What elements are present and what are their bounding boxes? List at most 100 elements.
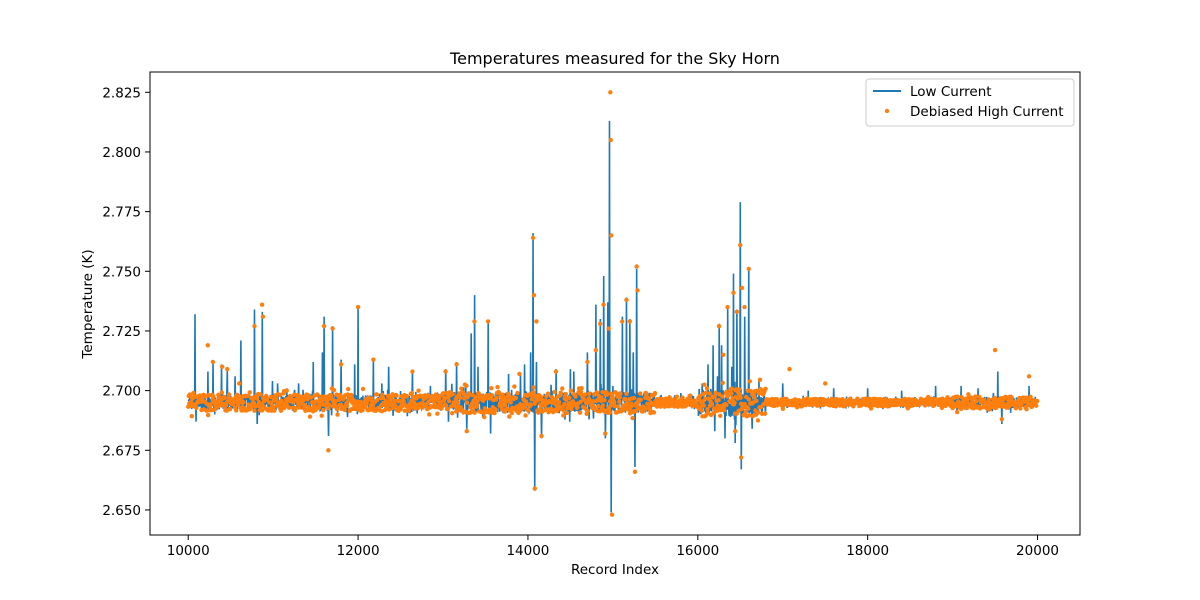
scatter-point — [482, 414, 487, 420]
scatter-point — [409, 391, 415, 396]
scatter-point — [561, 408, 566, 413]
scatter-point — [474, 402, 480, 408]
y-tick-label: 2.825 — [102, 85, 141, 101]
scatter-point — [459, 386, 464, 391]
scatter-point — [621, 407, 627, 412]
scatter-point — [539, 433, 544, 439]
scatter-point — [746, 406, 751, 411]
legend-swatch-debiased-high-current — [884, 108, 890, 114]
scatter-point — [608, 233, 614, 238]
scatter-point — [557, 399, 562, 405]
scatter-point — [259, 302, 265, 307]
scatter-point — [716, 397, 721, 403]
scatter-point — [472, 319, 477, 324]
scatter-point — [651, 410, 657, 415]
scatter-point — [552, 389, 557, 395]
scatter-point — [1033, 403, 1039, 408]
scatter-point — [638, 391, 643, 396]
axes-frame — [149, 71, 1081, 536]
legend-label-debiased-high-current: Debiased High Current — [910, 104, 1064, 120]
scatter-point — [593, 347, 599, 353]
scatter-point — [297, 405, 302, 410]
y-axis: 2.650 2.675 2.700 2.725 2.750 2.775 2.800 2.825 — [102, 85, 150, 519]
scatter-point — [558, 390, 563, 395]
scatter-point — [307, 414, 313, 419]
x-tick-label: 16000 — [676, 543, 719, 559]
scatter-point — [618, 391, 623, 396]
scatter-point — [743, 409, 748, 415]
scatter-point — [534, 319, 539, 324]
scatter-point — [449, 411, 455, 416]
scatter-point — [485, 319, 491, 324]
scatter-point — [319, 413, 324, 418]
scatter-point — [705, 410, 711, 416]
scatter-point — [761, 401, 766, 407]
scatter-point — [747, 413, 752, 418]
scatter-point — [609, 512, 615, 517]
scatter-point — [219, 364, 225, 369]
scatter-point — [260, 314, 266, 319]
scatter-point — [219, 390, 225, 395]
scatter-point — [615, 404, 620, 409]
scatter-point — [631, 395, 637, 401]
scatter-point — [646, 396, 652, 402]
scatter-point — [529, 397, 534, 402]
scatter-point — [458, 395, 463, 400]
scatter-point — [553, 369, 559, 374]
scatter-point — [443, 403, 449, 408]
scatter-point — [718, 413, 723, 418]
scatter-point — [584, 400, 589, 406]
scatter-point — [1026, 374, 1032, 379]
scatter-point — [949, 399, 955, 404]
scatter-point — [334, 406, 340, 412]
scatter-point — [265, 396, 270, 401]
scatter-point — [763, 386, 768, 392]
scatter-point — [986, 397, 991, 402]
scatter-point — [608, 403, 613, 408]
scatter-point — [509, 410, 515, 416]
scatter-point — [600, 389, 605, 395]
scatter-point — [570, 399, 576, 404]
scatter-point — [386, 407, 392, 412]
scatter-point — [620, 319, 625, 324]
scatter-point — [573, 394, 578, 399]
scatter-point — [346, 386, 351, 392]
scatter-point — [345, 403, 350, 408]
scatter-point — [252, 408, 257, 413]
scatter-point — [454, 362, 459, 367]
scatter-point — [720, 380, 725, 386]
scatter-point — [746, 397, 751, 402]
scatter-point — [402, 408, 407, 413]
scatter-point — [374, 392, 379, 397]
scatter-point — [305, 397, 310, 402]
scatter-point — [581, 397, 587, 402]
scatter-point — [713, 390, 718, 395]
scatter-point — [236, 381, 242, 386]
scatter-point — [205, 412, 211, 418]
scatter-point — [730, 396, 735, 401]
scatter-point — [579, 386, 584, 391]
scatter-point — [601, 302, 606, 307]
scatter-point — [617, 394, 623, 400]
scatter-point — [624, 400, 630, 406]
x-axis: 10000 12000 14000 16000 18000 20000 — [167, 535, 1059, 559]
scatter-point — [464, 383, 469, 388]
scatter-point — [260, 403, 265, 408]
scatter-point — [489, 392, 495, 398]
scatter-point — [272, 408, 277, 413]
scatter-point — [652, 390, 658, 396]
scatter-point — [567, 395, 572, 400]
scatter-point — [513, 395, 519, 401]
scatter-point — [606, 326, 611, 331]
scatter-point — [1018, 406, 1023, 411]
scatter-point — [241, 399, 246, 405]
scatter-point — [210, 359, 216, 365]
scatter-point — [388, 399, 393, 404]
scatter-point — [703, 390, 709, 395]
scatter-point — [446, 398, 452, 404]
scatter-point — [466, 391, 472, 396]
scatter-point — [536, 410, 541, 415]
scatter-point — [647, 407, 653, 412]
scatter-point — [371, 357, 376, 362]
scatter-point — [624, 391, 629, 397]
